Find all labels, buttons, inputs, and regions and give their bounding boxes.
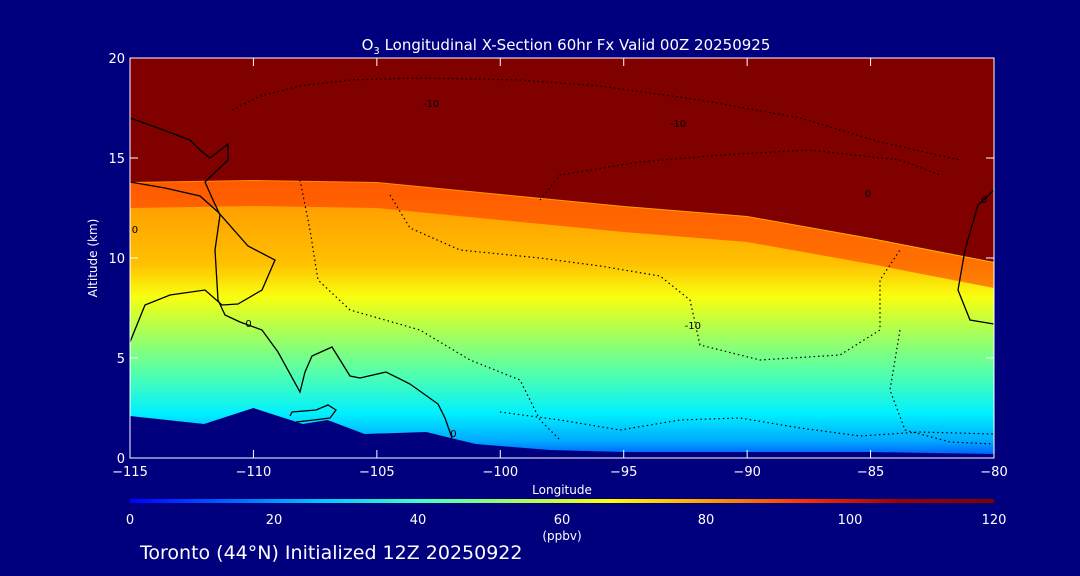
contour-label-5: 0 (245, 319, 251, 330)
y-tick-label-1: 5 (117, 352, 125, 367)
contour-label-1: -10 (670, 119, 686, 130)
x-tick-label-6: −85 (857, 465, 884, 480)
colorbar-ticks: 0 20 40 60 80 100 120 (126, 513, 1007, 528)
y-tick-label-0: 0 (117, 452, 125, 467)
colorbar-tick-label-5: 100 (838, 513, 863, 528)
contour-labels: -10 -10 -10 0 0 0 0 0 (132, 99, 988, 440)
contour-negative-3 (539, 149, 941, 201)
contour-negative-2 (389, 194, 901, 361)
colorbar-unit: (ppbv) (542, 529, 581, 543)
x-tick-label-2: −105 (359, 465, 395, 480)
colorbar-tick-label-6: 120 (982, 513, 1007, 528)
contour-negative-0 (231, 77, 961, 161)
contour-zero-3 (289, 404, 337, 423)
contour-label-4: 0 (981, 195, 987, 206)
x-axis: −115 −110 −105 −100 −95 −90 −85 −80 (112, 58, 1008, 480)
colorbar-tick-label-2: 40 (410, 513, 427, 528)
contour-label-3: 0 (865, 189, 871, 200)
colorbar-tick-label-1: 20 (266, 513, 283, 528)
contour-label-2: -10 (685, 321, 701, 332)
chart-title: O3 Longitudinal X-Section 60hr Fx Valid … (362, 36, 771, 57)
y-axis: 0 5 10 15 20 (108, 52, 994, 467)
x-tick-label-3: −100 (482, 465, 518, 480)
title-subscript: 3 (373, 46, 379, 57)
x-tick-label-1: −110 (236, 465, 272, 480)
contour-zero-2 (957, 189, 994, 325)
contour-label-0: -10 (423, 99, 439, 110)
x-tick-label-4: −95 (610, 465, 637, 480)
colorbar-tick-label-4: 80 (698, 513, 715, 528)
contour-label-7: 0 (450, 429, 456, 440)
colorbar (130, 499, 994, 503)
title-rest: Longitudinal X-Section 60hr Fx Valid 00Z… (380, 36, 771, 54)
contour-lines (130, 77, 994, 445)
title-o: O (362, 36, 374, 54)
x-tick-label-0: −115 (112, 465, 148, 480)
contour-label-6: 0 (132, 225, 138, 236)
contour-zero-0 (130, 117, 453, 439)
footer-caption: Toronto (44°N) Initialized 12Z 20250922 (140, 542, 523, 564)
contour-zero-1 (130, 181, 276, 343)
x-axis-label: Longitude (532, 483, 592, 497)
contour-negative-5 (889, 329, 994, 445)
tropopause-transition-band (130, 181, 994, 288)
y-tick-label-4: 20 (108, 52, 125, 67)
x-tick-label-5: −90 (733, 465, 760, 480)
y-tick-label-2: 10 (108, 252, 125, 267)
y-tick-label-3: 15 (108, 152, 125, 167)
x-tick-label-7: −80 (980, 465, 1007, 480)
colorbar-tick-label-3: 60 (554, 513, 571, 528)
y-axis-label: Altitude (km) (86, 219, 100, 298)
contour-negative-1 (299, 179, 561, 441)
colorbar-tick-label-0: 0 (126, 513, 134, 528)
terrain (130, 408, 994, 458)
stratosphere-region (130, 58, 994, 262)
plot-area (130, 58, 994, 458)
